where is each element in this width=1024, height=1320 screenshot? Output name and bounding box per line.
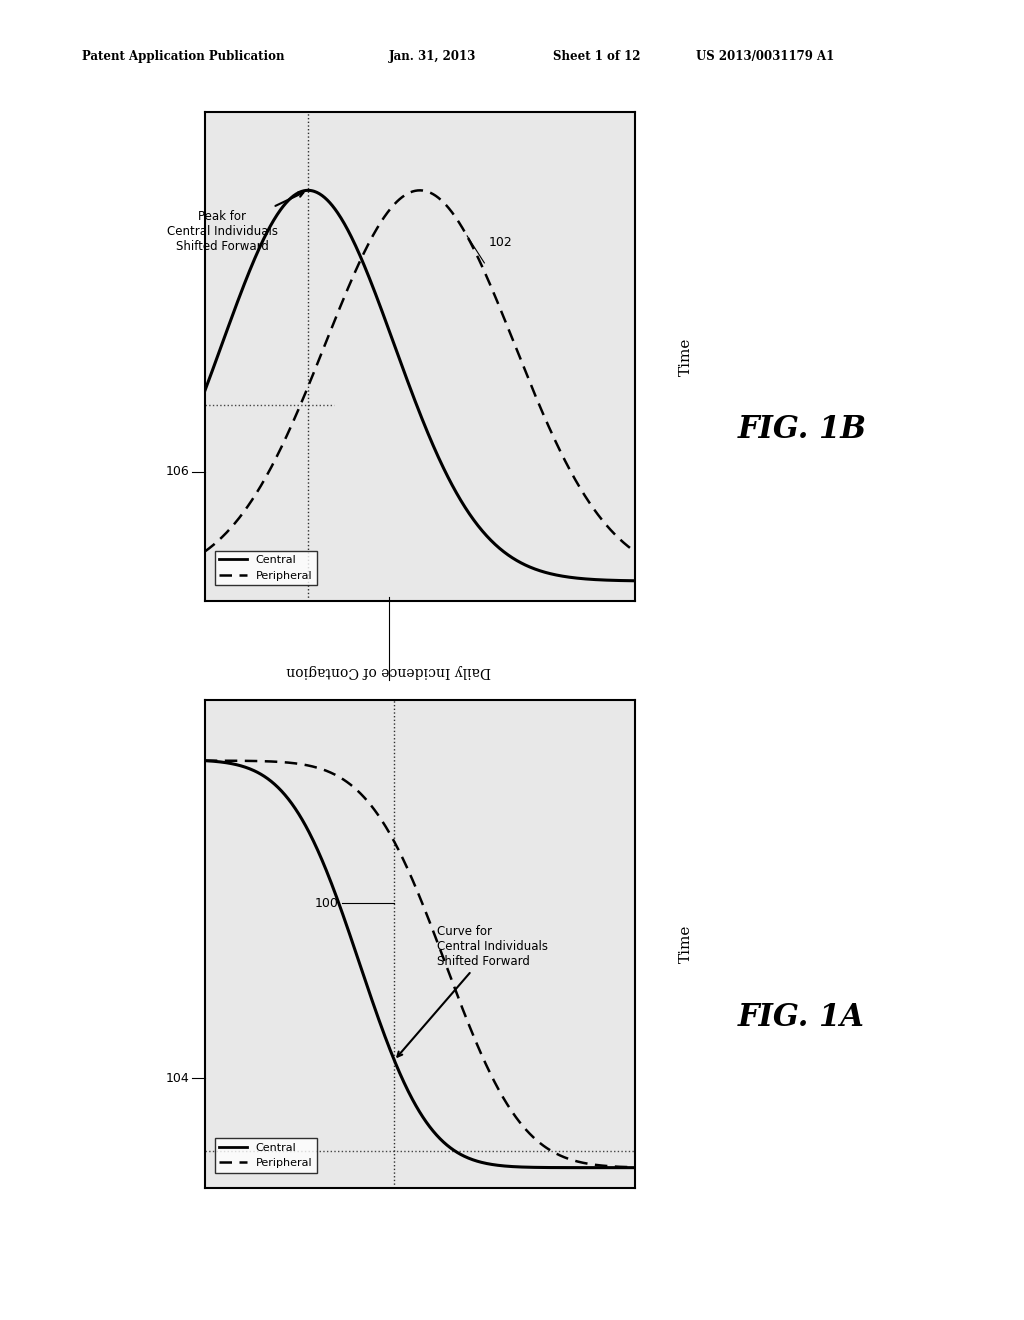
- Central: [629, 573, 641, 589]
- Peripheral: [455, 997, 467, 1012]
- Peripheral: [402, 865, 415, 880]
- Line: Central: Central: [205, 190, 635, 581]
- Legend: Central, Peripheral: Central, Peripheral: [215, 550, 316, 585]
- Peripheral: [629, 544, 641, 560]
- Peripheral: [620, 536, 632, 552]
- Text: Sheet 1 of 12: Sheet 1 of 12: [553, 50, 640, 63]
- Text: 104: 104: [166, 1072, 189, 1085]
- Central: [551, 1160, 563, 1176]
- Legend: Central, Peripheral: Central, Peripheral: [215, 1138, 316, 1172]
- Line: Peripheral: Peripheral: [205, 760, 635, 1167]
- Central: [618, 1160, 631, 1176]
- Text: Curve for
Central Individuals
Shifted Forward: Curve for Central Individuals Shifted Fo…: [397, 925, 548, 1057]
- Peripheral: [199, 752, 211, 768]
- Text: FIG. 1A: FIG. 1A: [737, 1002, 864, 1032]
- Text: Jan. 31, 2013: Jan. 31, 2013: [389, 50, 476, 63]
- Central: [431, 1129, 443, 1144]
- Peripheral: [406, 183, 418, 199]
- Peripheral: [551, 1146, 563, 1162]
- Central: [620, 573, 632, 589]
- Central: [455, 1147, 467, 1163]
- Text: 106: 106: [166, 465, 189, 478]
- Central: [403, 379, 416, 395]
- Peripheral: [431, 935, 443, 950]
- Text: US 2013/0031179 A1: US 2013/0031179 A1: [696, 50, 835, 63]
- Central: [199, 383, 211, 399]
- Text: Patent Application Publication: Patent Application Publication: [82, 50, 285, 63]
- Text: FIG. 1B: FIG. 1B: [737, 414, 866, 445]
- Text: 100: 100: [314, 896, 338, 909]
- Central: [302, 182, 314, 198]
- Central: [402, 1085, 415, 1101]
- Central: [199, 752, 211, 768]
- Central: [629, 1160, 641, 1176]
- Peripheral: [402, 185, 415, 201]
- Peripheral: [414, 182, 426, 198]
- Text: 102: 102: [488, 236, 512, 249]
- Text: Peak for
Central Individuals
Shifted Forward: Peak for Central Individuals Shifted For…: [167, 193, 303, 253]
- Text: Time: Time: [679, 337, 693, 376]
- Peripheral: [618, 1159, 631, 1175]
- Central: [456, 494, 468, 510]
- Central: [432, 449, 444, 465]
- Line: Peripheral: Peripheral: [205, 190, 635, 552]
- Peripheral: [432, 190, 444, 206]
- Central: [407, 387, 419, 403]
- Peripheral: [629, 1159, 641, 1175]
- Peripheral: [456, 219, 468, 235]
- Text: Daily Incidence of Contagion: Daily Incidence of Contagion: [287, 664, 492, 677]
- Text: Time: Time: [679, 924, 693, 964]
- Peripheral: [199, 544, 211, 560]
- Central: [552, 568, 564, 583]
- Line: Central: Central: [205, 760, 635, 1168]
- Peripheral: [552, 440, 564, 455]
- Central: [406, 1090, 418, 1106]
- Peripheral: [406, 870, 418, 886]
